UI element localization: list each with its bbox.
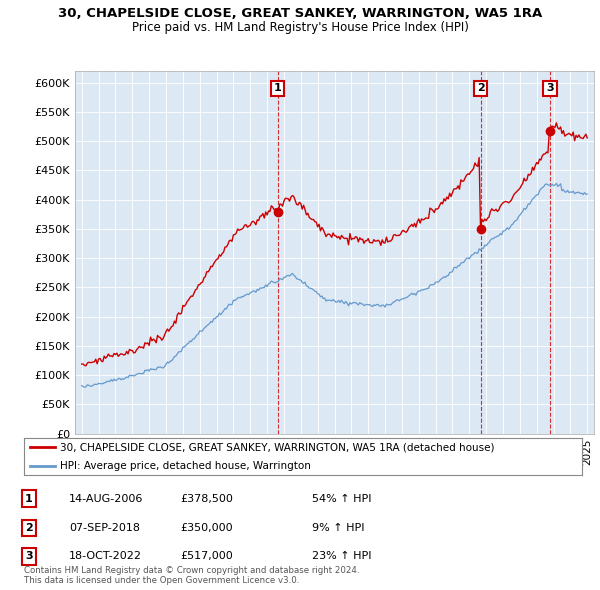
Text: 30, CHAPELSIDE CLOSE, GREAT SANKEY, WARRINGTON, WA5 1RA: 30, CHAPELSIDE CLOSE, GREAT SANKEY, WARR… bbox=[58, 7, 542, 20]
Text: Price paid vs. HM Land Registry's House Price Index (HPI): Price paid vs. HM Land Registry's House … bbox=[131, 21, 469, 34]
Text: 18-OCT-2022: 18-OCT-2022 bbox=[69, 552, 142, 561]
Text: 14-AUG-2006: 14-AUG-2006 bbox=[69, 494, 143, 503]
Text: Contains HM Land Registry data © Crown copyright and database right 2024.
This d: Contains HM Land Registry data © Crown c… bbox=[24, 566, 359, 585]
Text: 23% ↑ HPI: 23% ↑ HPI bbox=[312, 552, 371, 561]
Text: 3: 3 bbox=[25, 552, 32, 561]
Text: 9% ↑ HPI: 9% ↑ HPI bbox=[312, 523, 365, 533]
Text: £378,500: £378,500 bbox=[180, 494, 233, 503]
Text: 3: 3 bbox=[546, 83, 554, 93]
Text: 1: 1 bbox=[25, 494, 32, 503]
Text: 30, CHAPELSIDE CLOSE, GREAT SANKEY, WARRINGTON, WA5 1RA (detached house): 30, CHAPELSIDE CLOSE, GREAT SANKEY, WARR… bbox=[60, 442, 495, 452]
Text: 2: 2 bbox=[477, 83, 485, 93]
Text: 2: 2 bbox=[25, 523, 32, 533]
Text: £517,000: £517,000 bbox=[180, 552, 233, 561]
Text: 54% ↑ HPI: 54% ↑ HPI bbox=[312, 494, 371, 503]
Text: HPI: Average price, detached house, Warrington: HPI: Average price, detached house, Warr… bbox=[60, 461, 311, 471]
Text: 1: 1 bbox=[274, 83, 281, 93]
Text: £350,000: £350,000 bbox=[180, 523, 233, 533]
Text: 07-SEP-2018: 07-SEP-2018 bbox=[69, 523, 140, 533]
